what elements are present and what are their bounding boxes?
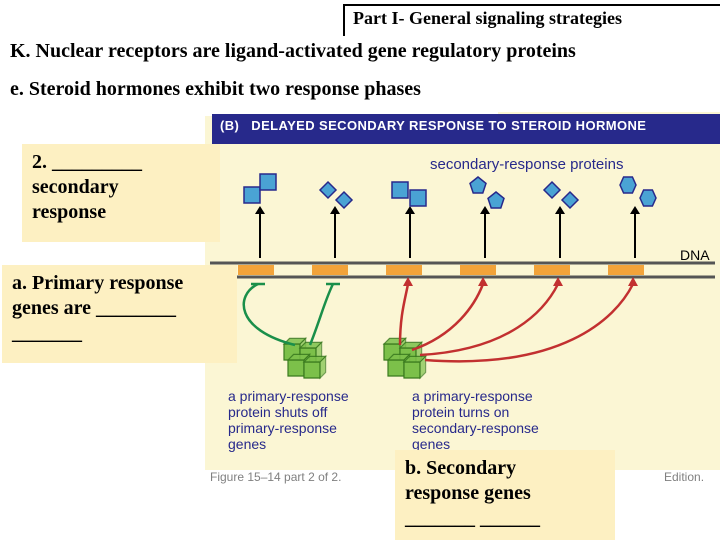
- dna-label: DNA: [680, 247, 710, 263]
- box-2-secondary-response: 2. _________secondaryresponse: [22, 144, 220, 242]
- primary-turnon-label: a primary-responseprotein turns onsecond…: [412, 388, 539, 452]
- box-b-secondary-response-genes: b. Secondaryresponse genes_______ ______: [395, 450, 615, 540]
- secondary-response-label: secondary-response proteins: [430, 156, 623, 173]
- figure-caption-left: Figure 15–14 part 2 of 2.: [210, 470, 341, 484]
- box-a-primary-response-genes: a. Primary responsegenes are ___________…: [2, 265, 237, 363]
- figure-caption-right: Edition.: [664, 470, 704, 484]
- primary-shutoff-label: a primary-responseprotein shuts offprima…: [228, 388, 349, 452]
